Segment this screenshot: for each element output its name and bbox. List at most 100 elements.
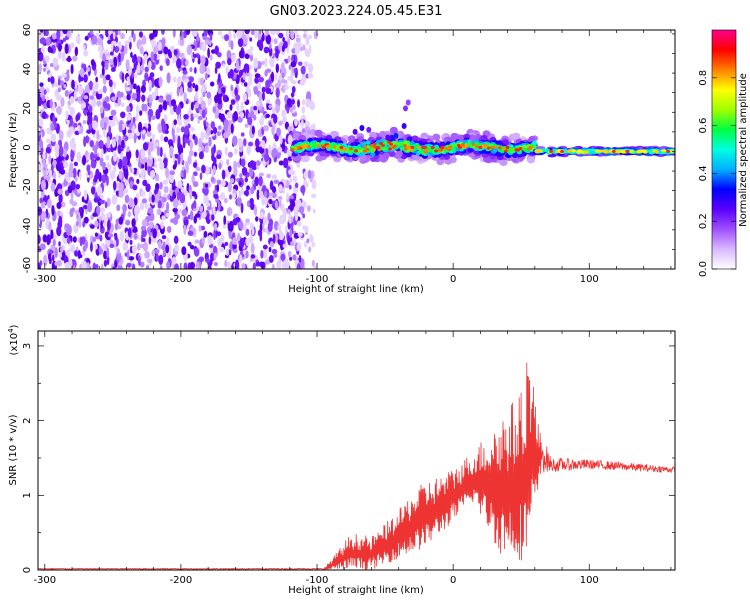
heatmap-cell xyxy=(157,157,163,162)
heatmap-cell xyxy=(112,115,118,122)
heatmap-cell xyxy=(258,172,265,177)
heatmap-cell xyxy=(293,205,298,213)
heatmap-cell xyxy=(217,30,222,36)
heatmap-cell xyxy=(87,201,93,213)
heatmap-cell xyxy=(418,150,423,154)
heatmap-cell xyxy=(204,165,210,176)
heatmap-cell xyxy=(247,141,254,147)
heatmap-cell xyxy=(261,86,266,93)
heatmap-cell xyxy=(50,182,56,192)
heatmap-cell xyxy=(131,218,136,228)
heatmap-cell xyxy=(301,155,310,163)
heatmap-cell xyxy=(278,120,283,126)
heatmap-cell xyxy=(236,232,241,242)
heatmap-cell xyxy=(40,46,45,54)
heatmap-cell xyxy=(629,150,635,154)
heatmap-cell xyxy=(224,34,230,42)
heatmap-cell xyxy=(430,146,435,150)
heatmap-cell xyxy=(69,95,75,104)
heatmap-cell xyxy=(352,128,358,135)
heatmap-cell xyxy=(99,157,104,163)
heatmap-cell xyxy=(161,30,165,35)
heatmap-cell xyxy=(285,30,289,41)
heatmap-cell xyxy=(229,178,235,184)
heatmap-cell xyxy=(127,134,134,140)
colorbar-tick-label: 0.4 xyxy=(698,165,709,181)
heatmap-cell xyxy=(250,110,255,119)
heatmap-cell xyxy=(172,30,176,38)
heatmap-cell xyxy=(72,236,77,243)
heatmap-cell xyxy=(92,262,97,269)
heatmap-cell xyxy=(210,176,215,183)
heatmap-cell xyxy=(99,106,104,114)
heatmap-cell xyxy=(266,99,271,104)
heatmap-cell xyxy=(228,249,232,256)
heatmap-cell xyxy=(280,253,286,261)
heatmap-cell xyxy=(238,69,242,79)
heatmap-cell xyxy=(198,151,204,160)
heatmap-cell xyxy=(83,95,89,100)
heatmap-cell xyxy=(200,77,204,86)
heatmap-cell xyxy=(547,154,557,158)
heatmap-cell xyxy=(64,89,69,97)
heatmap-cell xyxy=(207,97,212,106)
heatmap-cell xyxy=(174,245,180,252)
heatmap-cell xyxy=(216,231,222,237)
heatmap-cell xyxy=(269,192,274,197)
heatmap-cell xyxy=(490,145,494,149)
heatmap-cell xyxy=(107,233,114,238)
heatmap-cell xyxy=(249,222,254,230)
heatmap-cell xyxy=(214,94,219,104)
heatmap-cell xyxy=(69,162,74,173)
heatmap-cell xyxy=(288,169,294,175)
colorbar-tick-label: 0.6 xyxy=(698,118,709,134)
heatmap-cell xyxy=(253,106,258,111)
snr-y-multiplier: (x104) xyxy=(7,324,20,355)
heatmap-cell xyxy=(421,146,426,150)
colorbar: 0.0 0.2 0.4 0.6 0.8 Normalized spectral ampl… xyxy=(698,29,749,277)
heatmap-cell xyxy=(213,143,216,154)
heatmap-cell xyxy=(63,160,69,169)
heatmap-cell xyxy=(219,192,226,201)
heatmap-cell xyxy=(62,30,68,35)
heatmap-cell xyxy=(86,129,92,134)
heatmap-cell xyxy=(311,259,315,267)
heatmap-cell xyxy=(200,130,205,142)
heatmap-cell xyxy=(425,149,429,153)
heatmap-cell xyxy=(192,82,196,89)
heatmap-cell xyxy=(83,216,89,224)
heatmap-cell xyxy=(172,207,178,213)
heatmap-cell xyxy=(230,99,236,105)
heatmap-cell xyxy=(151,249,155,257)
heatmap-cell xyxy=(77,124,81,132)
heatmap-cell xyxy=(410,146,415,150)
heatmap-cell xyxy=(217,201,221,212)
heatmap-cell xyxy=(243,138,247,147)
heatmap-cell xyxy=(217,237,222,247)
heatmap-cell xyxy=(273,114,278,124)
heatmap-cell xyxy=(577,149,583,153)
heatmap-cell xyxy=(51,32,57,40)
heatmap-cell xyxy=(465,144,469,148)
heatmap-cell xyxy=(294,199,301,207)
heatmap-cell xyxy=(100,147,104,159)
heatmap-cell xyxy=(166,261,170,269)
heatmap-cell xyxy=(499,158,508,166)
heatmap-cell xyxy=(170,218,175,223)
heatmap-cell xyxy=(303,143,308,147)
heatmap-cell xyxy=(567,149,573,153)
heatmap-cell xyxy=(105,154,110,161)
heatmap-cell xyxy=(195,166,201,172)
heatmap-cell xyxy=(131,71,134,79)
heatmap-cell xyxy=(92,236,97,243)
heatmap-cell xyxy=(296,220,302,227)
heatmap-cell xyxy=(75,221,79,227)
heatmap-cell xyxy=(83,44,86,51)
heatmap-cell xyxy=(139,261,145,268)
heatmap-cell xyxy=(87,169,91,176)
heatmap-cell xyxy=(202,91,206,98)
heatmap-cell xyxy=(271,107,276,114)
heatmap-cell xyxy=(242,72,246,81)
heatmap-cell xyxy=(244,30,250,35)
heatmap-cell xyxy=(268,144,272,156)
